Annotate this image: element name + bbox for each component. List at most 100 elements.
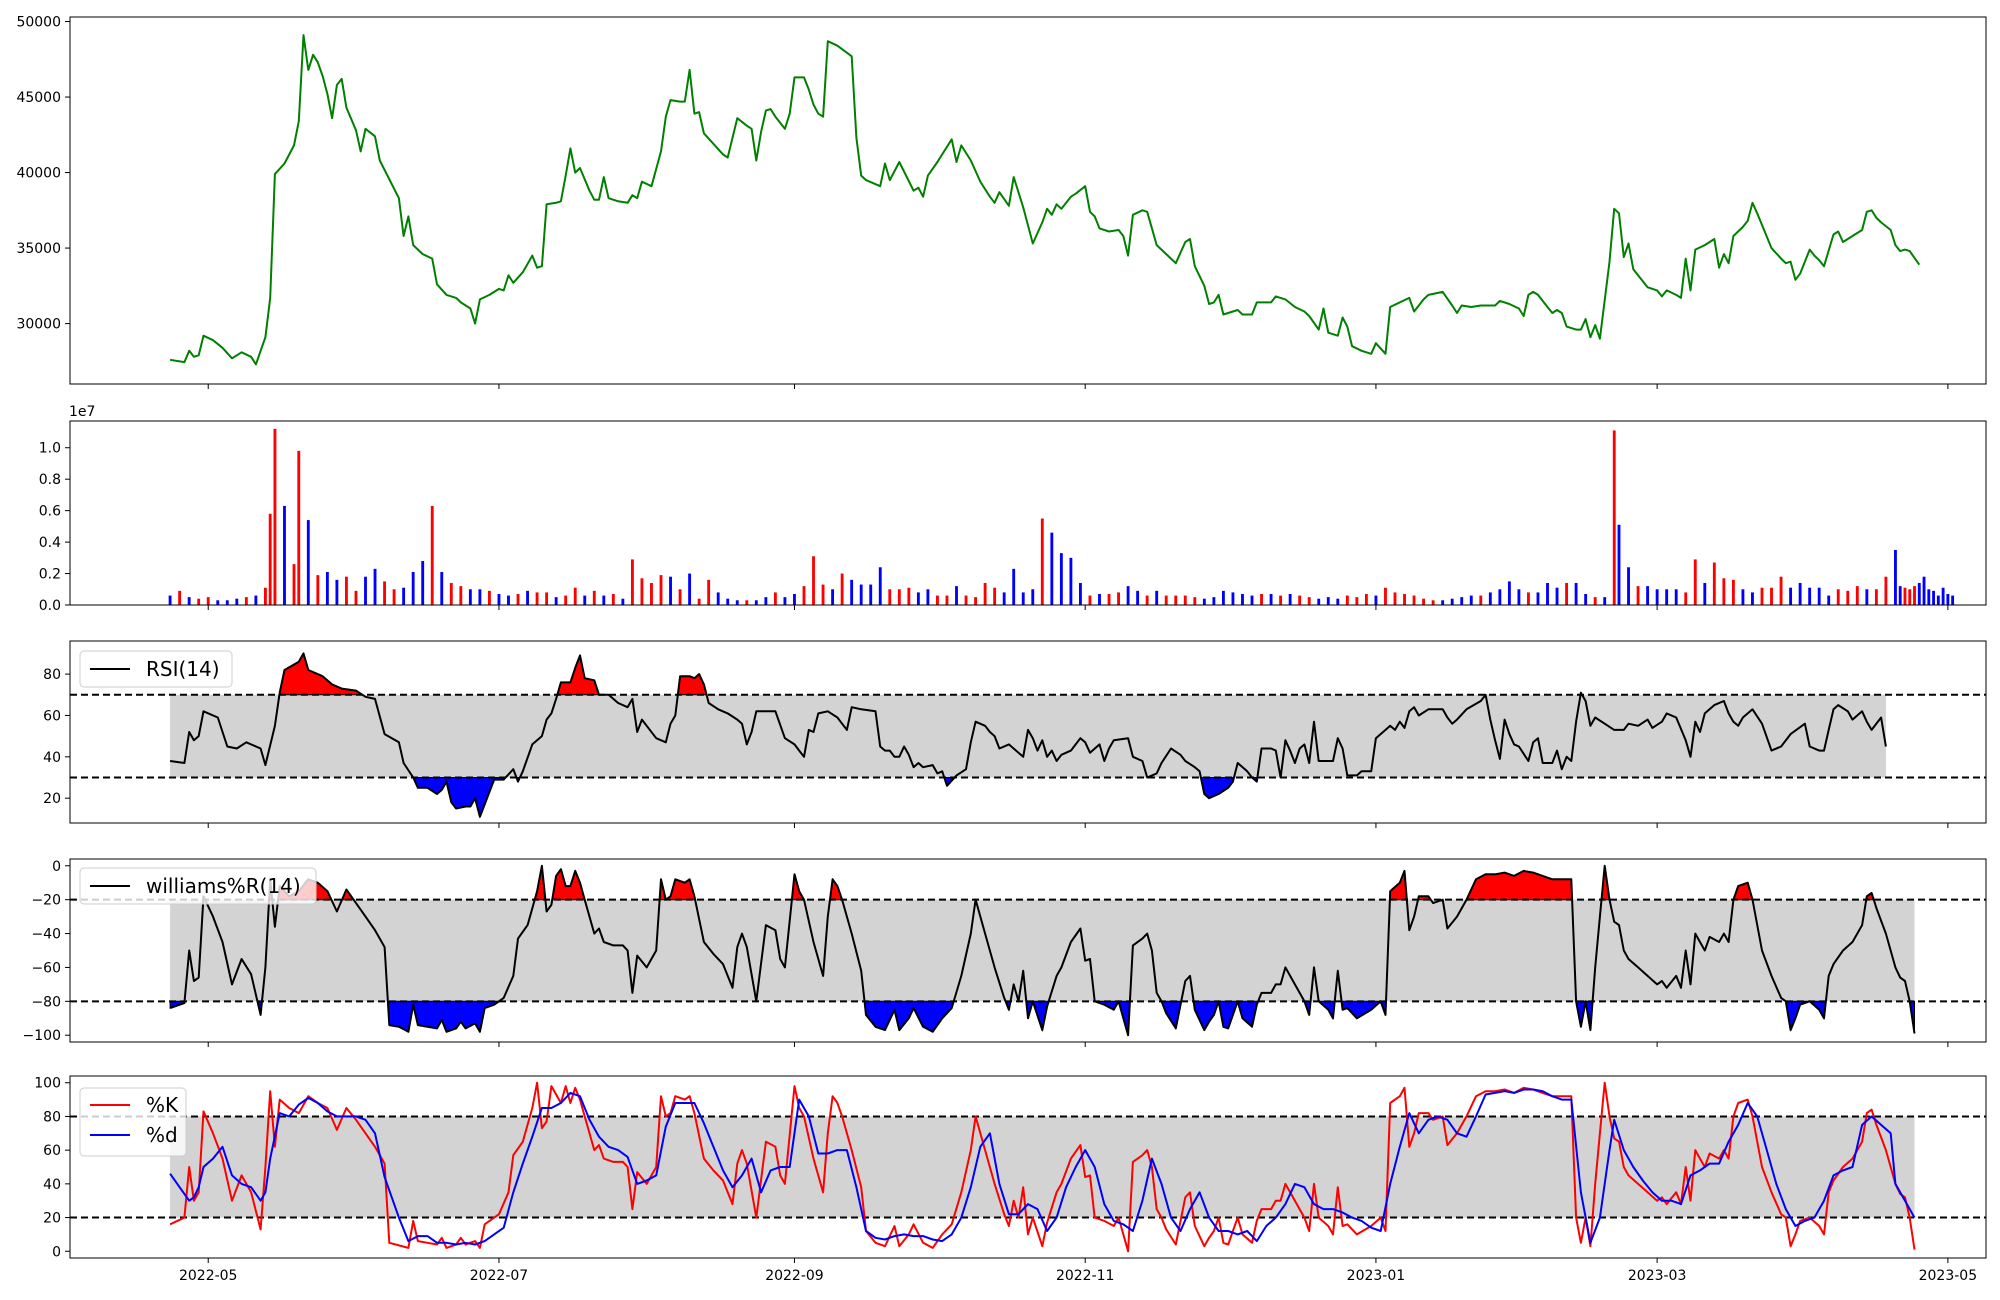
volume-y-tick-label: 0.8 — [39, 472, 61, 488]
volume-bar — [268, 513, 272, 605]
volume-bar — [964, 595, 968, 605]
volume-bar — [1827, 595, 1831, 605]
volume-bar — [583, 595, 587, 605]
stochastic-d-line — [169, 1088, 1916, 1246]
volume-bar — [1731, 579, 1735, 605]
volume-bar — [1050, 532, 1054, 605]
volume-y-tick-label: 0.6 — [39, 504, 61, 520]
volume-bar — [1098, 593, 1101, 605]
volume-bar — [1317, 598, 1321, 605]
volume-bar — [1002, 592, 1006, 605]
volume-bar — [1703, 582, 1707, 605]
volume-bar — [216, 600, 220, 605]
volume-bar — [1603, 597, 1607, 605]
volume-bar — [573, 587, 577, 605]
williams-y-tick-label: −20 — [31, 893, 61, 909]
volume-bar — [197, 598, 201, 605]
x-tick-label: 2022-09 — [765, 1268, 824, 1284]
volume-bar — [1364, 593, 1368, 605]
volume-bar — [1441, 600, 1445, 605]
volume-panel: 0.0 0.2 0.4 0.6 0.8 1.0 1e7 — [39, 404, 1987, 614]
volume-bar — [354, 590, 358, 605]
volume-bar — [430, 505, 434, 605]
stochastic-plot-area — [70, 1081, 1986, 1253]
williams-legend: williams%R(14) — [79, 867, 317, 905]
volume-bar — [1269, 593, 1273, 605]
volume-bar — [535, 592, 539, 605]
volume-y-tick-label: 0.2 — [39, 567, 61, 583]
volume-axes-frame — [69, 420, 1987, 606]
volume-bar — [1126, 586, 1130, 605]
volume-bar — [1174, 595, 1178, 605]
volume-y-axis: 0.0 0.2 0.4 0.6 0.8 1.0 — [39, 441, 70, 614]
volume-bar — [926, 589, 930, 605]
price-y-tick-label: 50000 — [16, 15, 61, 31]
volume-bar — [1770, 587, 1773, 605]
volume-bar — [1507, 581, 1511, 605]
rsi-y-tick-label: 60 — [43, 708, 61, 724]
volume-bar — [1412, 595, 1416, 605]
volume-bar — [1546, 582, 1549, 605]
volume-bar — [1031, 589, 1035, 605]
volume-bar — [764, 597, 768, 605]
williams-x-ticks — [207, 1042, 1949, 1047]
volume-bar — [1674, 589, 1678, 605]
volume-bar — [793, 593, 796, 605]
volume-bar — [1241, 593, 1244, 605]
volume-bar — [1593, 597, 1597, 605]
volume-bar — [1617, 524, 1621, 605]
volume-bar — [364, 576, 367, 605]
volume-bar — [726, 598, 730, 605]
volume-bar — [869, 584, 873, 605]
williams-axes-frame — [69, 858, 1987, 1043]
volume-bar — [478, 589, 482, 605]
volume-bar — [1460, 597, 1464, 605]
volume-bar — [1326, 597, 1330, 605]
volume-bar — [449, 582, 453, 605]
stochastic-axes-frame — [69, 1075, 1987, 1259]
volume-bar — [802, 586, 806, 605]
rsi-plot-area — [70, 652, 1986, 819]
rsi-axes-frame — [69, 640, 1987, 824]
price-y-tick-label: 40000 — [16, 166, 61, 182]
volume-bar — [1384, 587, 1387, 605]
volume-y-tick-label: 0.4 — [39, 535, 61, 551]
rsi-legend-box — [79, 650, 233, 688]
volume-bar — [621, 598, 625, 605]
volume-bar — [945, 595, 949, 605]
volume-bar — [688, 573, 692, 605]
volume-bar — [974, 597, 978, 605]
volume-bar — [1574, 582, 1578, 605]
stochastic-legend-k-label: %K — [146, 1093, 179, 1117]
volume-bar — [1212, 597, 1216, 605]
volume-bar — [840, 573, 844, 605]
x-tick-label: 2022-05 — [179, 1268, 238, 1284]
rsi-x-ticks — [207, 823, 1949, 828]
volume-bar — [916, 592, 920, 605]
volume-bar — [1846, 590, 1850, 605]
volume-bar — [859, 584, 863, 605]
volume-bar — [735, 600, 739, 605]
volume-bar — [1040, 518, 1044, 605]
volume-y-tick-label: 0.0 — [39, 598, 61, 614]
volume-bar — [1260, 593, 1263, 605]
volume-bar — [297, 450, 301, 605]
volume-bar — [1078, 582, 1082, 605]
volume-bar — [1107, 593, 1111, 605]
price-y-tick-label: 30000 — [16, 317, 61, 333]
volume-bar — [1936, 595, 1940, 605]
williams-legend-box — [79, 867, 317, 905]
volume-bar — [1517, 589, 1521, 605]
volume-bar — [1712, 562, 1716, 605]
volume-bar — [468, 589, 472, 605]
volume-bar — [630, 559, 634, 605]
williams-y-tick-label: −40 — [31, 927, 61, 943]
volume-bar — [1479, 595, 1483, 605]
volume-bar — [1760, 587, 1764, 605]
volume-bar — [1088, 595, 1092, 605]
volume-x-ticks — [207, 605, 1949, 610]
stochastic-y-tick-label: 60 — [43, 1143, 61, 1159]
williams-neutral-band — [170, 899, 1915, 1002]
volume-bar — [1865, 589, 1869, 605]
stochastic-y-tick-label: 0 — [52, 1244, 61, 1260]
